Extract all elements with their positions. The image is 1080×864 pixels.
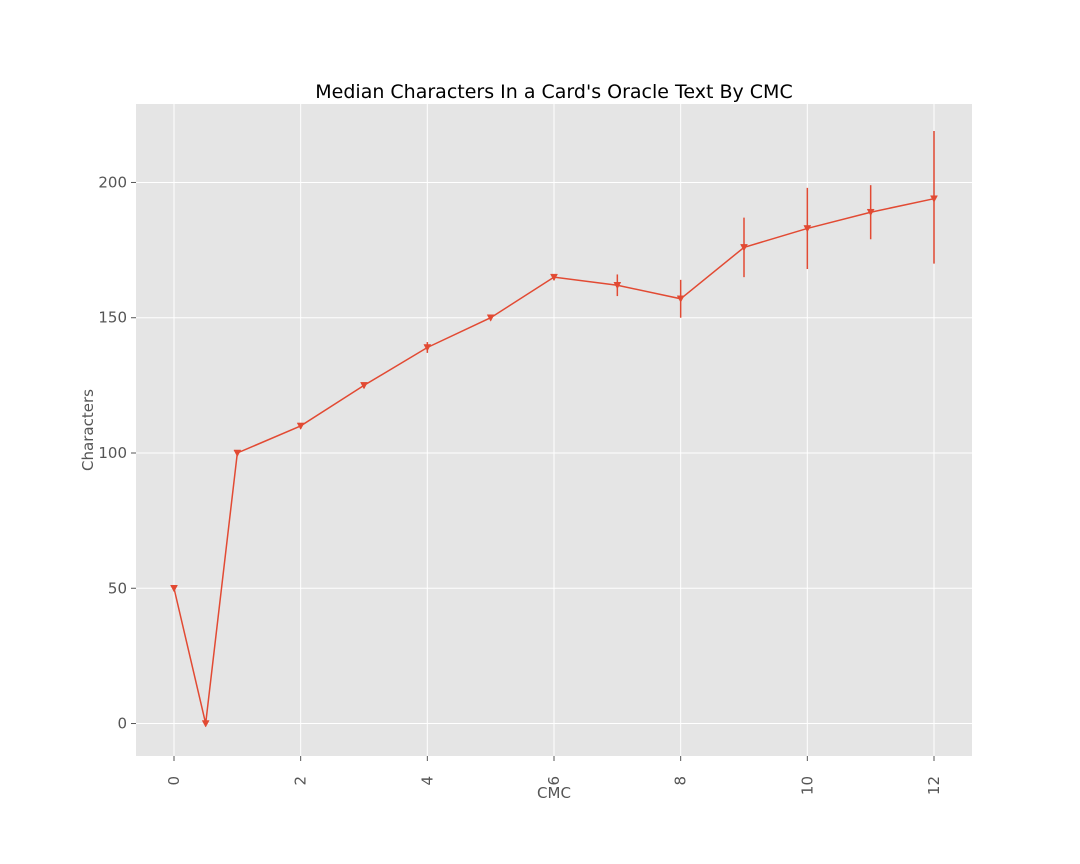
data-point-marker bbox=[676, 295, 685, 303]
y-axis-label: Characters bbox=[79, 389, 97, 471]
data-point-marker bbox=[486, 314, 495, 322]
x-tick-label: 0 bbox=[165, 776, 183, 786]
data-point-marker bbox=[296, 422, 305, 430]
data-point-marker bbox=[803, 225, 812, 233]
x-tick-label: 10 bbox=[798, 776, 816, 795]
data-point-marker bbox=[613, 282, 622, 290]
x-tick-label: 12 bbox=[925, 776, 943, 795]
x-tick-label: 4 bbox=[418, 776, 436, 786]
data-point-marker bbox=[360, 382, 368, 390]
y-tick-label: 100 bbox=[98, 444, 127, 462]
data-point-marker bbox=[201, 720, 210, 728]
y-tick-label: 50 bbox=[108, 579, 127, 597]
x-axis-label: CMC bbox=[537, 784, 571, 802]
data-point-marker bbox=[550, 273, 558, 282]
data-point-marker bbox=[233, 449, 242, 458]
x-tick-labels: 0 2 4 6 8 10 12 bbox=[165, 756, 943, 795]
data-point-marker bbox=[740, 244, 748, 252]
series-line bbox=[173, 197, 935, 724]
data-point-marker bbox=[930, 195, 938, 203]
x-tick-label: 2 bbox=[292, 776, 310, 786]
x-tick-label: 6 bbox=[545, 776, 563, 786]
markers bbox=[170, 195, 938, 728]
y-tick-labels: 0 50 100 150 200 bbox=[98, 173, 136, 733]
y-tick-label: 150 bbox=[98, 309, 127, 327]
chart-title: Median Characters In a Card's Oracle Tex… bbox=[315, 81, 792, 103]
y-tick-label: 200 bbox=[98, 173, 127, 191]
data-point-marker bbox=[866, 208, 875, 217]
grid bbox=[136, 104, 972, 756]
x-tick-label: 8 bbox=[672, 776, 690, 786]
y-tick-label: 0 bbox=[117, 715, 127, 733]
data-point-marker bbox=[170, 585, 178, 593]
data-point-marker bbox=[423, 344, 432, 352]
